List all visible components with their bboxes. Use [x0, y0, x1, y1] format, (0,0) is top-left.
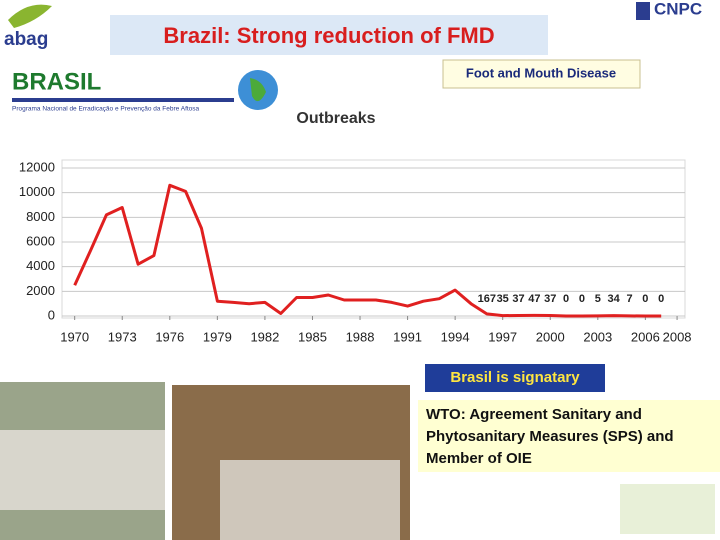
x-tick-label: 1976 [155, 329, 184, 344]
y-tick-label: 0 [48, 307, 55, 322]
x-tick-label: 1982 [250, 329, 279, 344]
title-box [110, 15, 548, 55]
y-tick-label: 8000 [26, 209, 55, 224]
data-label: 0 [658, 293, 664, 305]
data-label: 0 [579, 293, 585, 305]
logo: abag [4, 29, 48, 50]
data-label: 35 [497, 293, 509, 305]
congress-logo [620, 484, 715, 534]
photo-cattle-herd [0, 430, 165, 510]
right-logo: CNPC [654, 0, 702, 18]
slide-title: Brazil: Strong reduction of FMD [163, 23, 494, 48]
x-tick-label: 1991 [393, 329, 422, 344]
data-label: 167 [478, 293, 496, 305]
x-tick-label: 2003 [583, 329, 612, 344]
chart-title: Outbreaks [296, 110, 375, 127]
x-tick-label: 1970 [60, 329, 89, 344]
x-tick-label: 2006 [631, 329, 660, 344]
x-tick-label: 1988 [346, 329, 375, 344]
data-label: 37 [512, 293, 524, 305]
signatary-label: Brasil is signatary [450, 369, 580, 386]
plot-area [61, 159, 686, 319]
data-label: 0 [563, 293, 569, 305]
y-tick-label: 2000 [26, 283, 55, 298]
data-line [73, 183, 662, 318]
logo-leaf [8, 4, 52, 29]
disease-box [442, 59, 641, 89]
cnpc-icon [636, 2, 650, 20]
x-tick-label: 1994 [441, 329, 470, 344]
data-label: 7 [626, 293, 632, 305]
chart: 0 2000 4000 6000 8000 10000 12000 1970 1973 1976 1… [19, 159, 692, 344]
brand-subtitle: Programa Nacional de Erradicação e Preve… [12, 106, 200, 113]
globe-land [250, 78, 266, 102]
y-tick-label: 12000 [19, 159, 55, 174]
agreement-box [418, 400, 720, 472]
disease-label: Foot and Mouth Disease [466, 65, 616, 80]
brand-rule [12, 98, 234, 102]
data-label: 5 [595, 293, 601, 305]
x-tick-label: 2000 [536, 329, 565, 344]
y-tick-label: 4000 [26, 258, 55, 273]
x-tick-label: 1997 [488, 329, 517, 344]
data-label: 37 [544, 293, 556, 305]
y-tick-label: 6000 [26, 233, 55, 248]
data-label: 47 [528, 293, 540, 305]
x-tick-label: 1973 [108, 329, 137, 344]
x-tick-label: 1985 [298, 329, 327, 344]
brand: BRASIL [12, 68, 101, 95]
x-tick-label: 2008 [663, 329, 692, 344]
data-label: 34 [608, 293, 621, 305]
x-tick-label: 1979 [203, 329, 232, 344]
signatary-box [425, 364, 605, 392]
y-tick-label: 10000 [19, 184, 55, 199]
photo-farmers-cow [220, 460, 400, 540]
agreement-text: WTO: Agreement Sanitary and Phytosanitary… [426, 406, 674, 467]
data-label: 0 [642, 293, 648, 305]
